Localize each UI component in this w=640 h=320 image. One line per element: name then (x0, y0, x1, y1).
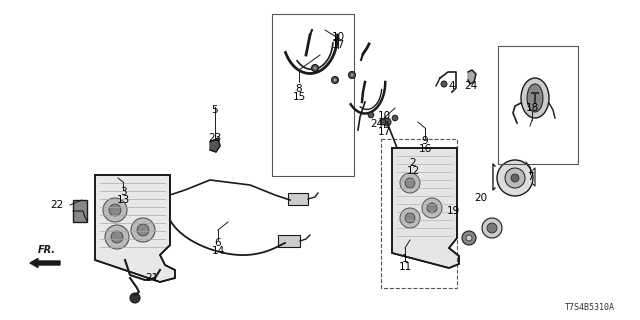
Circle shape (505, 168, 525, 188)
Text: 17: 17 (378, 127, 390, 137)
Bar (498, 46, 578, 164)
Ellipse shape (527, 84, 543, 112)
Text: 18: 18 (525, 103, 539, 113)
Bar (381, 139, 457, 288)
Text: 3: 3 (120, 187, 126, 197)
Polygon shape (95, 175, 175, 282)
Circle shape (349, 71, 355, 78)
Circle shape (332, 76, 339, 84)
Circle shape (314, 67, 317, 69)
Text: 16: 16 (419, 144, 431, 154)
Text: 11: 11 (398, 262, 412, 272)
Polygon shape (392, 148, 459, 268)
Text: T7S4B5310A: T7S4B5310A (565, 303, 615, 312)
Text: 21: 21 (145, 273, 159, 283)
Text: 19: 19 (446, 206, 460, 216)
Circle shape (103, 198, 127, 222)
Circle shape (405, 178, 415, 188)
Circle shape (109, 204, 121, 216)
Circle shape (392, 115, 398, 121)
Text: 24: 24 (465, 81, 477, 91)
Text: 1: 1 (402, 254, 408, 264)
Text: 12: 12 (406, 166, 420, 176)
Circle shape (511, 174, 519, 182)
Text: 6: 6 (214, 238, 221, 248)
Circle shape (351, 74, 353, 76)
Circle shape (105, 225, 129, 249)
Circle shape (427, 203, 437, 213)
Circle shape (400, 208, 420, 228)
Polygon shape (210, 138, 220, 152)
Text: FR.: FR. (38, 245, 56, 255)
Circle shape (487, 223, 497, 233)
Circle shape (405, 213, 415, 223)
Text: 20: 20 (474, 193, 488, 203)
Circle shape (462, 231, 476, 245)
Circle shape (333, 78, 337, 82)
Circle shape (137, 224, 149, 236)
Text: 2: 2 (410, 158, 416, 168)
Ellipse shape (521, 78, 549, 118)
Circle shape (380, 119, 386, 125)
Text: 14: 14 (211, 246, 225, 256)
Bar (73, 200, 87, 222)
Circle shape (131, 218, 155, 242)
Text: 7: 7 (527, 172, 533, 182)
Text: 17: 17 (332, 40, 344, 50)
Circle shape (312, 65, 319, 71)
Text: 22: 22 (51, 200, 63, 210)
Circle shape (441, 81, 447, 87)
Bar (272, 14, 354, 176)
Text: 15: 15 (292, 92, 306, 102)
Text: 10: 10 (378, 111, 390, 121)
Circle shape (383, 118, 391, 126)
Text: 13: 13 (116, 195, 130, 205)
Text: 9: 9 (422, 136, 428, 146)
Bar (278, 235, 300, 247)
Circle shape (466, 235, 472, 241)
Circle shape (111, 231, 123, 243)
Bar (288, 193, 308, 205)
Text: 4: 4 (449, 81, 455, 91)
Circle shape (422, 198, 442, 218)
Text: 5: 5 (212, 105, 218, 115)
Circle shape (130, 293, 140, 303)
Text: 23: 23 (209, 133, 221, 143)
Text: 8: 8 (296, 84, 302, 94)
Circle shape (482, 218, 502, 238)
Text: 10: 10 (332, 32, 344, 42)
Circle shape (400, 173, 420, 193)
Polygon shape (468, 70, 476, 84)
Circle shape (368, 112, 374, 118)
FancyArrow shape (30, 259, 60, 268)
Text: 24: 24 (371, 119, 383, 129)
Circle shape (497, 160, 533, 196)
